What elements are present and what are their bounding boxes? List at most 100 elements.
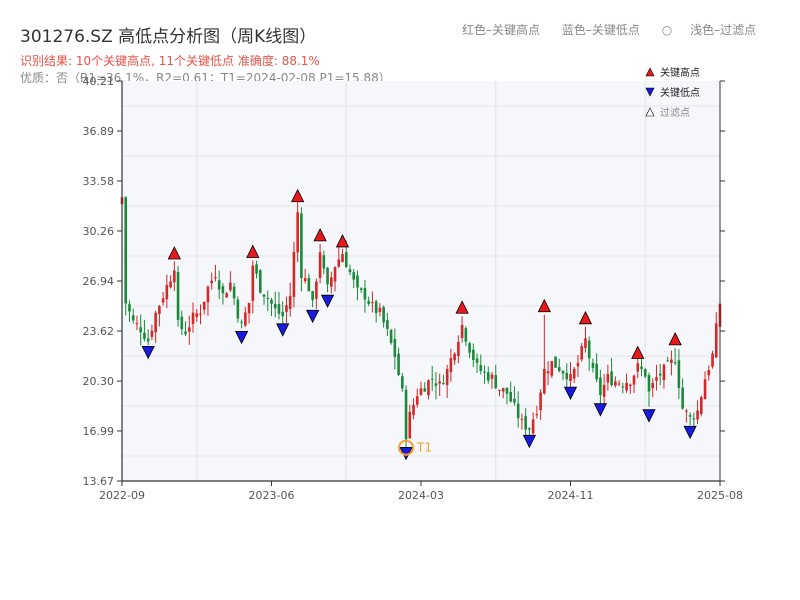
candle-body [614,381,617,386]
candle-body [217,280,221,290]
candle-body [677,360,681,388]
candlestick [509,381,512,403]
candlestick [300,207,303,292]
candle-body [374,301,378,313]
candle-body [696,410,699,420]
x-tick-label: 2024-11 [548,489,594,502]
y-tick-label: 23.62 [83,325,115,338]
candle-body [307,277,311,292]
candle-body [303,278,307,282]
candle-body [670,359,673,364]
candle-body [625,383,628,391]
candle-body [599,377,602,395]
candlestick [180,310,184,336]
candle-body [371,302,374,304]
candlestick [333,266,337,292]
candle-body [258,270,262,293]
candle-body [700,397,703,414]
candle-body [483,371,486,373]
candlestick [636,357,640,379]
candlestick [348,264,352,276]
candlestick [714,312,718,359]
candle-body [632,375,636,385]
candle-body [610,371,613,386]
candle-body [490,374,494,379]
candle-body [711,353,714,367]
candlestick [524,408,527,438]
candle-body [498,389,501,391]
candle-body [184,331,187,335]
candle-body [516,403,520,419]
candlestick [587,336,591,371]
candle-body [154,312,157,333]
key-high-marker [537,298,551,313]
candlestick [599,369,602,407]
candlestick [531,412,535,437]
candle-body [457,341,460,356]
candle-body [281,311,285,317]
candlestick [330,271,333,294]
candlestick [255,260,258,279]
candle-body [404,389,408,440]
candlestick [434,371,438,400]
candle-body [330,277,333,287]
candlestick [430,365,434,391]
candle-body [685,410,688,412]
candlestick [711,350,714,369]
candlestick [378,303,382,317]
candlestick [655,364,658,391]
candle-body [688,415,692,417]
candle-body [415,396,419,405]
key-low-marker [141,346,155,360]
candle-body [434,383,438,386]
candle-body [270,299,273,304]
candle-body [315,281,318,299]
candle-body [505,387,509,394]
candle-body [550,361,554,376]
candle-body [658,373,662,376]
candle-body [584,338,587,348]
candle-body [356,275,359,288]
candle-body [214,277,217,279]
candle-body [572,368,576,379]
candle-body [460,324,464,338]
candle-body [565,372,569,380]
candlestick [206,285,210,316]
candle-body [318,252,322,278]
candle-body [569,374,572,381]
candle-body [554,356,557,368]
key-low-marker [234,330,249,345]
candlestick [647,372,651,407]
candle-body [501,388,505,392]
candlestick [210,272,213,290]
candle-body [666,360,669,362]
candlestick [266,290,270,312]
candlestick [393,328,397,370]
candlestick [438,373,441,396]
candlestick [258,269,262,294]
legend-filtered-icon [645,107,655,117]
candlestick [449,348,453,382]
candle-body [479,365,483,371]
candle-body [292,251,296,297]
candlestick [363,280,367,313]
candlestick [606,364,610,391]
candlestick [572,367,576,383]
candlestick [707,365,711,381]
candle-body [397,353,400,375]
plot-area [122,81,720,481]
candlestick [341,248,344,263]
candle-body [359,288,363,291]
candlestick [681,378,684,410]
candlestick [131,308,135,324]
candlestick [670,350,673,376]
candle-body [333,267,337,282]
blue-legend-text: 蓝色–关键低点 [561,23,640,37]
candle-body [128,304,131,312]
candle-body [714,323,718,358]
key-low-marker [593,403,608,417]
candle-body [341,254,344,263]
candle-body [240,321,243,323]
candle-body [640,366,643,369]
candle-body [244,312,247,326]
